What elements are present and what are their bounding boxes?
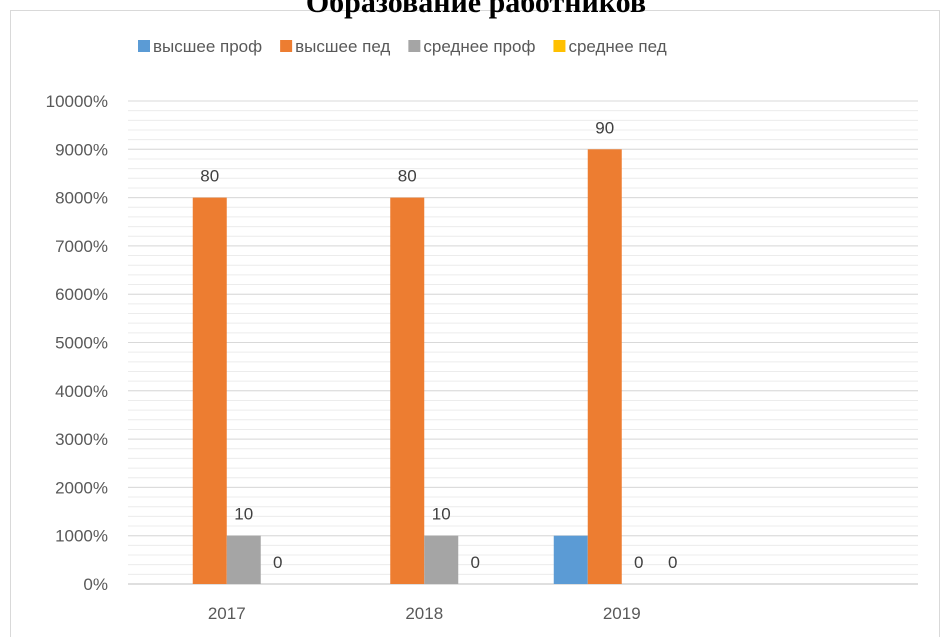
- y-tick-label: 8000%: [55, 189, 108, 208]
- data-label: 80: [398, 167, 417, 186]
- data-label: 90: [595, 118, 614, 137]
- y-tick-label: 9000%: [55, 140, 108, 159]
- data-label: 10: [234, 505, 253, 524]
- bar-высшее-пед: [587, 149, 622, 585]
- bar-среднее-проф: [424, 535, 459, 584]
- x-tick-label: 2018: [405, 604, 443, 623]
- legend-label: среднее пед: [568, 37, 666, 56]
- x-tick-label: 2017: [208, 604, 246, 623]
- y-tick-label: 6000%: [55, 285, 108, 304]
- data-label: 0: [634, 553, 643, 572]
- data-label: 10: [432, 505, 451, 524]
- y-tick-label: 2000%: [55, 478, 108, 497]
- bar-среднее-проф: [226, 535, 261, 584]
- chart-frame: [10, 10, 940, 637]
- legend-swatch: [553, 40, 566, 52]
- y-tick-label: 3000%: [55, 430, 108, 449]
- data-label: 0: [471, 553, 480, 572]
- bar-высшее-проф: [553, 535, 588, 584]
- data-label: 0: [273, 553, 282, 572]
- data-label: 80: [200, 167, 219, 186]
- bar-высшее-пед: [390, 197, 425, 584]
- y-tick-label: 7000%: [55, 237, 108, 256]
- legend-label: высшее проф: [153, 37, 262, 56]
- data-label: 0: [668, 553, 677, 572]
- legend-swatch: [280, 40, 293, 52]
- x-tick-label: 2019: [603, 604, 641, 623]
- chart-title: Образование работников: [305, 0, 647, 19]
- y-tick-label: 5000%: [55, 334, 108, 353]
- legend-label: среднее проф: [423, 37, 535, 56]
- y-tick-label: 1000%: [55, 527, 108, 546]
- bar-высшее-пед: [192, 197, 227, 584]
- y-tick-label: 0%: [83, 575, 108, 594]
- legend-swatch: [408, 40, 421, 52]
- legend-label: высшее пед: [295, 37, 390, 56]
- y-tick-label: 4000%: [55, 382, 108, 401]
- legend-swatch: [138, 40, 150, 52]
- y-tick-label: 10000%: [46, 92, 108, 111]
